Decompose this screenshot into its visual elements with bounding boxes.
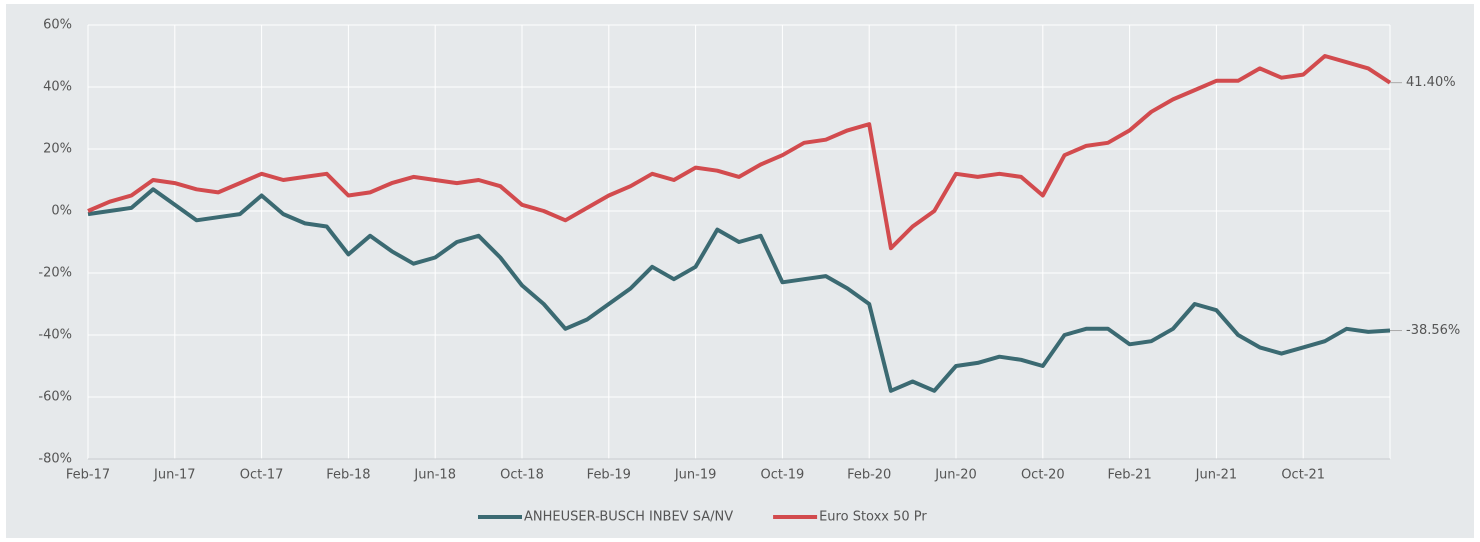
x-tick-label: Jun-21 [1195, 468, 1238, 483]
x-tick-label: Jun-19 [674, 468, 717, 483]
series-line [87, 187, 1391, 393]
y-tick-label: -20% [38, 266, 72, 281]
y-tick-label: 40% [43, 80, 72, 95]
chart-background [6, 4, 1474, 538]
y-tick-label: -60% [38, 390, 72, 405]
x-tick-label: Jun-20 [934, 468, 977, 483]
x-tick-label: Feb-17 [66, 468, 110, 483]
x-tick-label: Oct-17 [240, 468, 284, 483]
end-label: -38.56% [1406, 323, 1460, 338]
x-tick-label: Feb-21 [1107, 468, 1151, 483]
y-tick-label: -80% [38, 452, 72, 467]
x-tick-label: Oct-18 [500, 468, 544, 483]
legend-label: Euro Stoxx 50 Pr [819, 510, 927, 525]
end-label: 41.40% [1406, 75, 1456, 90]
x-tick-label: Oct-19 [761, 468, 805, 483]
series-line [87, 54, 1392, 251]
x-tick-label: Jun-17 [153, 468, 196, 483]
y-tick-label: 60% [43, 18, 72, 33]
y-tick-label: 20% [43, 142, 72, 157]
x-tick-label: Feb-20 [847, 468, 891, 483]
y-tick-label: 0% [51, 204, 72, 219]
legend-label: ANHEUSER-BUSCH INBEV SA/NV [524, 510, 733, 525]
y-tick-label: -40% [38, 328, 72, 343]
x-tick-label: Oct-21 [1281, 468, 1325, 483]
x-tick-label: Feb-19 [587, 468, 631, 483]
x-tick-label: Jun-18 [413, 468, 456, 483]
x-tick-label: Oct-20 [1021, 468, 1065, 483]
x-tick-label: Feb-18 [326, 468, 370, 483]
